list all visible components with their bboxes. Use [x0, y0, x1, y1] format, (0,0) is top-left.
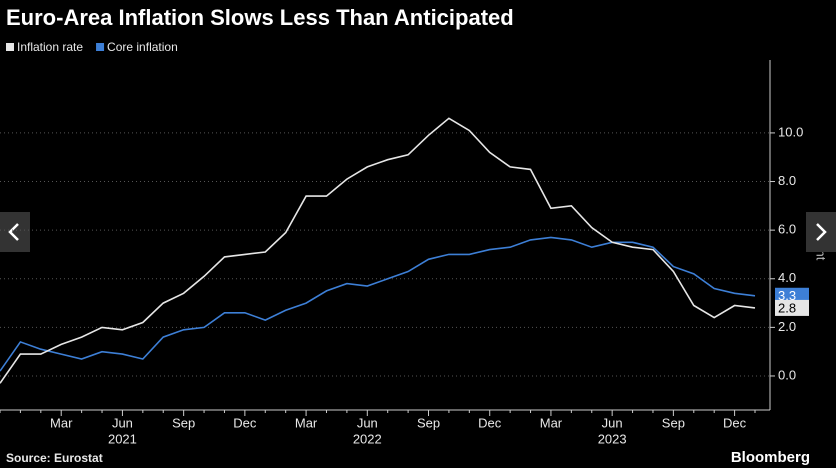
series-line: [0, 117, 756, 384]
x-tick-label: Dec: [233, 415, 257, 430]
y-tick-label: 0.0: [778, 367, 796, 382]
end-label-box: [775, 299, 809, 316]
x-year-label: 2022: [353, 431, 382, 446]
nav-left[interactable]: [0, 212, 30, 252]
nav-left-icon[interactable]: [8, 223, 19, 241]
nav-right-icon[interactable]: [816, 223, 827, 241]
nav-right[interactable]: [806, 212, 836, 252]
x-tick-label: Sep: [172, 415, 195, 430]
nav-left-bg[interactable]: [0, 212, 30, 252]
end-label: 2.8: [778, 300, 796, 315]
x-year-label: 2021: [108, 431, 137, 446]
legend-label: Inflation rate: [17, 40, 83, 54]
y-tick-label: 2.0: [778, 319, 796, 334]
y-tick-label: 10.0: [778, 124, 803, 139]
source: Source: Eurostat: [6, 451, 103, 465]
nav-right-bg[interactable]: [806, 212, 836, 252]
y-tick-label: 6.0: [778, 222, 796, 237]
y-tick-label: 4.0: [778, 270, 796, 285]
legend-swatch: [96, 43, 105, 51]
brand: Bloomberg: [731, 449, 810, 466]
x-tick-label: Jun: [357, 415, 378, 430]
legend-label: Core inflation: [107, 40, 178, 54]
end-label-box: [775, 287, 809, 304]
x-tick-label: Sep: [417, 415, 440, 430]
x-tick-label: Mar: [295, 415, 318, 430]
y-tick-label: 8.0: [778, 173, 796, 188]
x-tick-label: Dec: [478, 415, 502, 430]
x-tick-label: Sep: [662, 415, 685, 430]
x-tick-label: Mar: [50, 415, 73, 430]
chart-title: Euro-Area Inflation Slows Less Than Anti…: [6, 5, 514, 30]
legend-swatch: [6, 43, 14, 51]
x-year-label: 2023: [598, 431, 627, 446]
x-tick-label: Jun: [112, 415, 133, 430]
end-label: 3.3: [778, 288, 796, 303]
series-line: [0, 236, 756, 372]
x-tick-label: Mar: [540, 415, 563, 430]
x-tick-label: Dec: [723, 415, 747, 430]
x-tick-label: Jun: [602, 415, 623, 430]
